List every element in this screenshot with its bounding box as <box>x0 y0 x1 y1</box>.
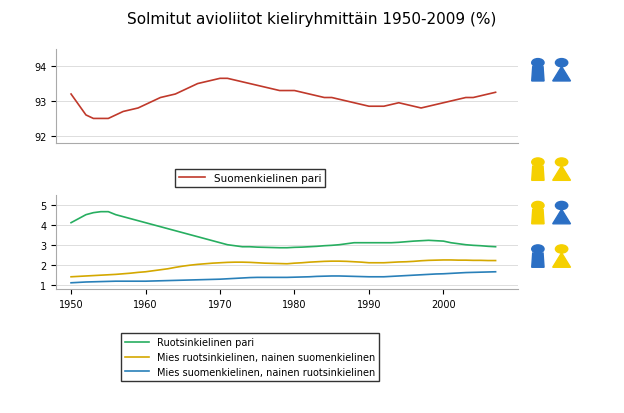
Legend: Suomenkielinen pari: Suomenkielinen pari <box>175 169 325 188</box>
Legend: Ruotsinkielinen pari, Mies ruotsinkielinen, nainen suomenkielinen, Mies suomenki: Ruotsinkielinen pari, Mies ruotsinkielin… <box>121 333 379 381</box>
Text: Solmitut avioliitot kieliryhmittäin 1950-2009 (%): Solmitut avioliitot kieliryhmittäin 1950… <box>127 12 497 27</box>
